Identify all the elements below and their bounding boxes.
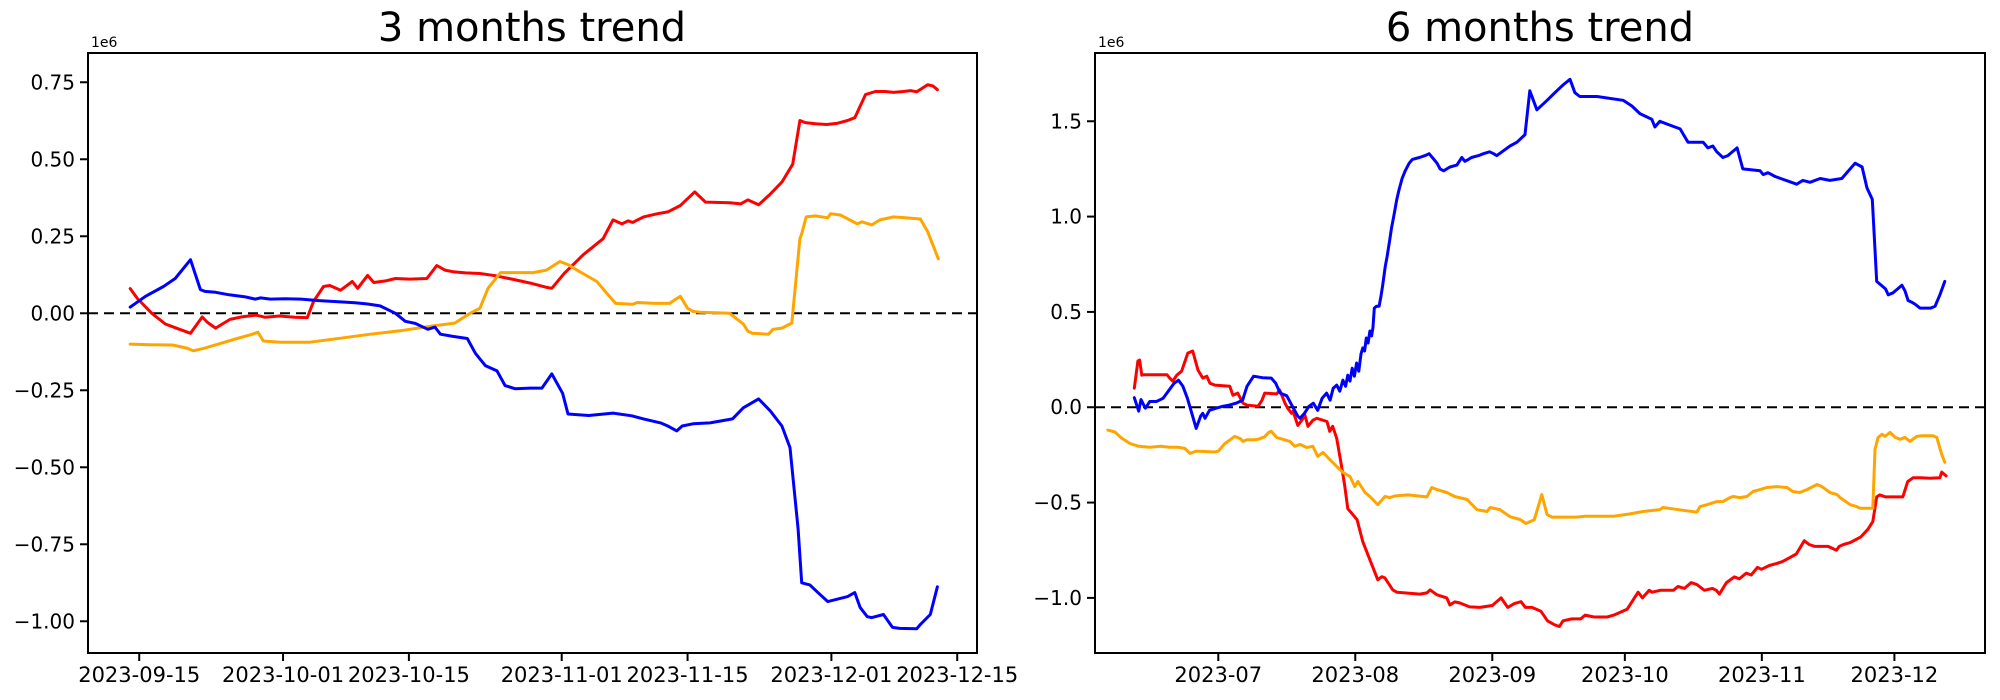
y-tick-label: 0.0 [1050, 395, 1082, 419]
chart-1: 1.5 1.0 0.5 0.0 −0.5 −1.0 2023-07 2023-08 2023-0… [1033, 35, 1986, 687]
y-tick-label: −1.00 [14, 609, 75, 633]
x-tick-label: 2023-12 [1851, 663, 1939, 687]
plot-border [1094, 52, 1986, 654]
x-tick-label: 2023-08 [1311, 663, 1399, 687]
x-tick-label: 2023-11-15 [627, 663, 749, 687]
y-offset-label: 1e6 [1098, 35, 1125, 51]
y-tick-label: 0.75 [30, 70, 75, 94]
x-tick-label: 2023-10 [1581, 663, 1669, 687]
y-tick-label: 0.00 [30, 301, 75, 325]
x-tick-label: 2023-11-01 [501, 663, 623, 687]
y-tick-label: −0.5 [1033, 491, 1082, 515]
y-tick-label: −0.50 [14, 455, 75, 479]
series-orange-line [128, 212, 940, 353]
y-tick-label: 1.5 [1050, 109, 1082, 133]
chart-0: 0.75 0.50 0.25 0.00 −0.25 −0.50 −0.75 −1.00 2023… [14, 35, 1019, 687]
y-tick-label: −0.25 [14, 378, 75, 402]
x-tick-label: 2023-12-15 [896, 663, 1018, 687]
y-tick-label: −0.75 [14, 532, 75, 556]
x-tick-label: 2023-10-01 [222, 663, 344, 687]
y-tick-label: 0.50 [30, 147, 75, 171]
y-tick-label: −1.0 [1033, 586, 1082, 610]
plot-border [87, 52, 978, 654]
x-tick-label: 2023-07 [1174, 663, 1262, 687]
y-offset-label: 1e6 [91, 35, 118, 51]
series-blue-line [128, 258, 939, 631]
x-tick-label: 2023-10-15 [348, 663, 470, 687]
x-tick-label: 2023-09 [1448, 663, 1536, 687]
x-tick-label: 2023-12-01 [770, 663, 892, 687]
series-red-line [1132, 349, 1948, 628]
series-blue-line [1132, 77, 1947, 430]
y-tick-label: 0.25 [30, 224, 75, 248]
y-tick-label: 0.5 [1050, 300, 1082, 324]
chart-title-3-months: 3 months trend [377, 5, 687, 51]
y-tick-label: 1.0 [1050, 205, 1082, 229]
chart-title-6-months: 6 months trend [1385, 5, 1695, 51]
x-tick-label: 2023-11 [1718, 663, 1806, 687]
series-red-line [128, 83, 939, 335]
series-orange-line [1106, 428, 1947, 525]
x-tick-label: 2023-09-15 [78, 663, 200, 687]
